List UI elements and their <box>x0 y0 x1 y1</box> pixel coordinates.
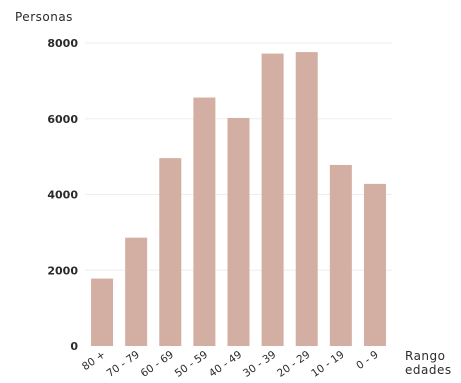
bar <box>125 237 148 346</box>
x-tick-label: 40 - 49 <box>207 349 244 380</box>
y-tick-label: 4000 <box>47 189 78 202</box>
y-tick-label: 6000 <box>47 113 78 126</box>
bar <box>227 117 250 347</box>
bar <box>159 158 182 346</box>
y-tick-label: 2000 <box>47 264 78 277</box>
bar <box>363 183 386 346</box>
bars <box>91 52 386 347</box>
x-tick-label: 20 - 29 <box>275 349 312 380</box>
bar <box>91 278 114 346</box>
y-axis-ticks: 0 2000 4000 6000 8000 <box>47 37 78 353</box>
x-tick-label: 70 - 79 <box>105 349 142 380</box>
bar <box>261 53 284 346</box>
x-axis-title-line-1: Rango <box>405 349 446 363</box>
y-tick-label: 8000 <box>47 37 78 50</box>
bar <box>295 52 318 347</box>
y-tick-label: 0 <box>70 340 78 353</box>
x-axis-title-line-2: edades <box>405 363 452 377</box>
x-tick-label: 0 - 9 <box>354 349 380 372</box>
bar <box>329 164 352 346</box>
x-tick-label: 60 - 69 <box>139 349 176 380</box>
x-axis-title: Rango edades <box>405 349 452 377</box>
x-tick-label: 10 - 19 <box>309 349 346 380</box>
x-tick-label: 50 - 59 <box>173 349 210 380</box>
y-axis-title: Personas <box>15 10 73 24</box>
bar <box>193 97 216 346</box>
x-tick-label: 30 - 39 <box>241 349 278 380</box>
